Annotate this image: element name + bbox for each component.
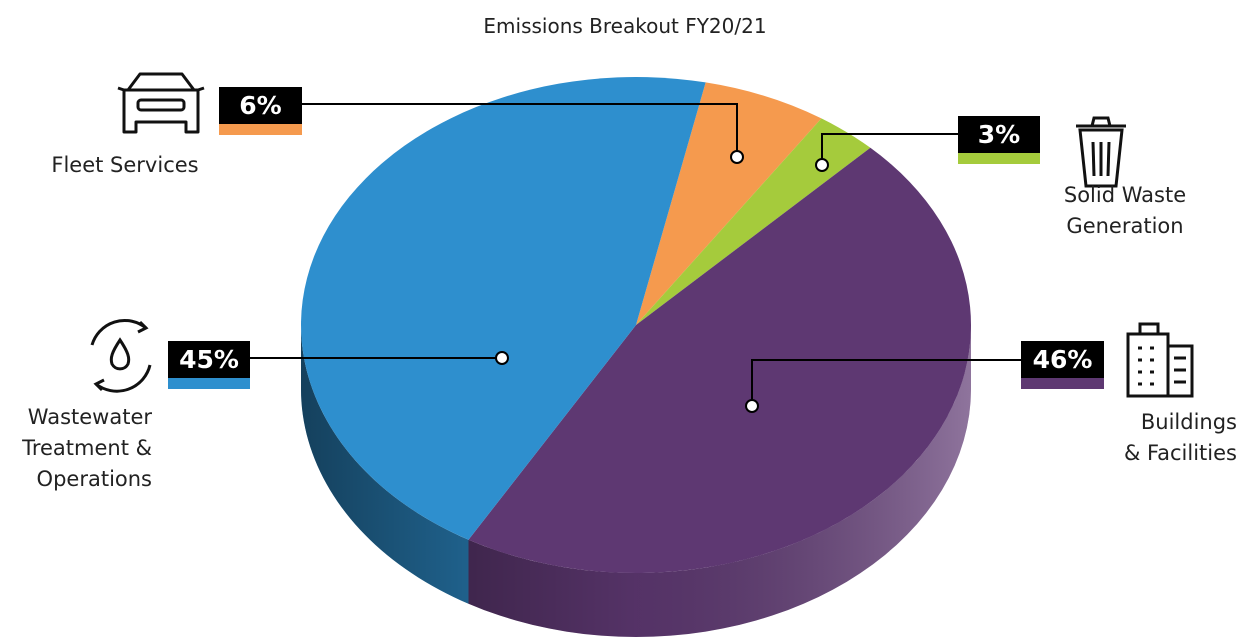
leader-line (821, 133, 958, 165)
trash-icon (1076, 116, 1126, 188)
pie-slice (636, 118, 871, 325)
category-label: Buildings & Facilities (1123, 410, 1237, 465)
leader-dot (815, 158, 829, 172)
pie-slice (301, 76, 706, 540)
water-icon (90, 318, 152, 393)
chart-title: Emissions Breakout FY20/21 (483, 14, 767, 38)
leader-dot (730, 150, 744, 164)
leader-line (751, 359, 1021, 406)
value-label: 3% (958, 116, 1040, 153)
category-label: Wastewater Treatment & Operations (22, 405, 152, 491)
leader-dot (745, 399, 759, 413)
pie-tops (301, 76, 971, 573)
leaders (250, 103, 1021, 413)
value-label-bar (168, 378, 250, 389)
value-label-bar (219, 124, 302, 135)
value-label: 45% (168, 341, 250, 378)
category-label: Solid Waste Generation (1063, 183, 1187, 238)
pie-side-shade (301, 325, 469, 604)
value-label-bar (1021, 378, 1104, 389)
leader-line (302, 103, 738, 157)
pie-slice (636, 82, 822, 325)
pie-slice (468, 147, 971, 573)
building-icon (1126, 322, 1194, 398)
car-icon (117, 72, 205, 134)
category-label: Fleet Services (51, 153, 199, 177)
value-label-bar (958, 153, 1040, 164)
value-label: 6% (219, 87, 302, 124)
leader-dot (495, 351, 509, 365)
pie-sides (301, 325, 971, 637)
value-label: 46% (1021, 341, 1104, 378)
pie-side-shade (468, 325, 971, 637)
